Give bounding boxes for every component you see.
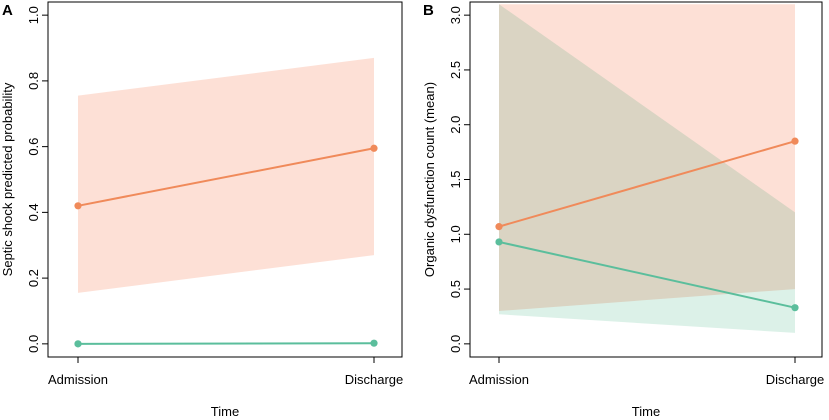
- panel-b-x-axis: Admission Discharge: [469, 356, 825, 387]
- panel-a-band-orange: [78, 57, 374, 293]
- panel-a: A 0.00.20.40.60.81.0 Admission Discharge …: [0, 1, 404, 419]
- panel-b-y-axis-title: Organic dysfunction count (mean): [422, 82, 437, 277]
- panel-a-label: A: [2, 2, 13, 19]
- panel-b-y-tick-label: 3.0: [448, 6, 463, 24]
- panel-a-point-orange-1: [370, 144, 378, 152]
- panel-b-label: B: [423, 2, 434, 19]
- panel-b-y-tick-label: 0.5: [448, 280, 463, 298]
- panel-a-point-orange-0: [74, 202, 82, 210]
- panel-b-y-tick-label: 1.0: [448, 225, 463, 243]
- panel-a-lines: [77, 147, 375, 345]
- panel-b-band-teal: [499, 4, 795, 333]
- panel-a-x-tick-label: Discharge: [345, 372, 404, 387]
- panel-b-point-teal-0: [495, 238, 503, 246]
- panel-a-y-tick-label: 0.0: [26, 335, 41, 353]
- panel-b-y-tick-label: 1.5: [448, 170, 463, 188]
- panel-a-line-orange: [77, 147, 375, 207]
- panel-b-points: [495, 137, 799, 312]
- panel-b-y-axis: 0.0 0.5 1.0 1.5 2.0 2.5 3.0: [448, 6, 471, 353]
- panel-a-bands: [78, 57, 374, 344]
- panel-b-y-tick-label: 2.5: [448, 61, 463, 79]
- panel-a-point-teal-0: [74, 340, 82, 348]
- panel-a-line-teal: [77, 342, 375, 345]
- panel-b-y-tick-label: 2.0: [448, 116, 463, 134]
- panel-a-point-teal-1: [370, 339, 378, 347]
- panel-a-x-axis-title: Time: [211, 404, 239, 419]
- panel-a-y-tick-label: 0.2: [26, 269, 41, 287]
- panel-b-lines: [498, 140, 796, 309]
- panel-a-y-tick-label: 0.6: [26, 138, 41, 156]
- panel-b: B 0.0 0.5 1.0 1.5 2.0 2.5 3.0 Admission Dischar…: [422, 1, 825, 419]
- panel-b-x-tick-label: Discharge: [766, 372, 825, 387]
- panel-b-bands: [499, 4, 795, 333]
- panel-b-point-orange-1: [791, 137, 799, 145]
- panel-b-point-orange-0: [495, 223, 503, 231]
- panel-b-x-tick-label: Admission: [469, 372, 529, 387]
- panel-a-points: [74, 144, 378, 348]
- panel-a-x-axis: Admission Discharge: [48, 356, 404, 387]
- panel-a-y-tick-label: 0.4: [26, 203, 41, 221]
- panel-a-y-tick-label: 0.8: [26, 72, 41, 90]
- panel-a-y-tick-label: 1.0: [26, 6, 41, 24]
- panel-b-point-teal-1: [791, 304, 799, 312]
- panel-b-line-orange: [498, 140, 796, 228]
- panel-b-x-axis-title: Time: [632, 404, 660, 419]
- panel-b-line-teal: [498, 240, 796, 309]
- panel-b-y-tick-label: 0.0: [448, 335, 463, 353]
- panel-a-y-axis: 0.0 0.2 0.4 0.6 0.8 1.0: [26, 6, 49, 353]
- panel-a-x-tick-label: Admission: [48, 372, 108, 387]
- panel-a-y-axis-title: Septic shock predicted probability: [0, 82, 15, 276]
